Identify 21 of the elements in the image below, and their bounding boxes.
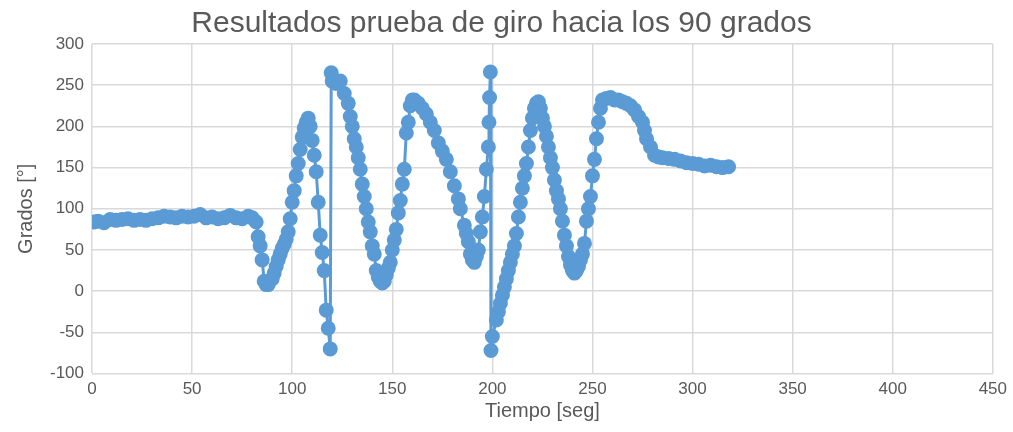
y-tick-label: 100 — [55, 198, 85, 218]
y-axis-title: Grados [°] — [13, 163, 36, 254]
x-tick-label: 150 — [378, 379, 407, 399]
y-tick-label: 0 — [74, 280, 85, 300]
x-tick-label: 300 — [678, 379, 707, 399]
chart-title: Resultados prueba de giro hacia los 90 grados — [191, 5, 812, 39]
x-tick-label: 200 — [478, 379, 507, 399]
y-tick-label: -100 — [49, 363, 85, 383]
y-tick-label: 200 — [55, 116, 85, 136]
y-tick-label: -50 — [59, 322, 85, 342]
y-tick-label: 300 — [55, 33, 85, 53]
y-tick-label: 250 — [55, 74, 85, 94]
y-tick-label: 150 — [55, 157, 85, 177]
x-tick-label: 400 — [878, 379, 907, 399]
x-tick-label: 100 — [278, 379, 307, 399]
x-tick-label: 250 — [578, 379, 607, 399]
x-axis-title: Tiempo [seg] — [484, 399, 600, 422]
x-tick-label: 350 — [778, 379, 807, 399]
x-tick-label: 450 — [978, 379, 1008, 399]
y-tick-label: 50 — [65, 239, 85, 259]
x-tick-label: 50 — [182, 379, 202, 399]
